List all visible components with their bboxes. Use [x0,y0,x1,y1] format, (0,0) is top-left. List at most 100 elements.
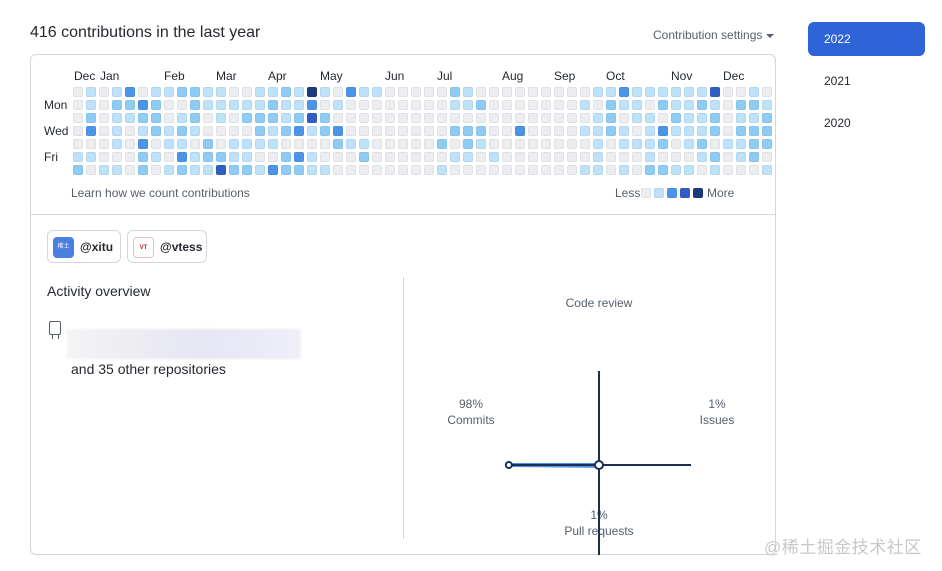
contribution-day[interactable] [658,152,668,162]
contribution-day[interactable] [437,87,447,97]
contribution-day[interactable] [645,139,655,149]
contribution-day[interactable] [697,100,707,110]
contribution-day[interactable] [489,87,499,97]
contribution-day[interactable] [86,100,96,110]
contribution-day[interactable] [476,152,486,162]
contribution-day[interactable] [385,87,395,97]
contribution-day[interactable] [528,113,538,123]
contribution-day[interactable] [320,113,330,123]
contribution-day[interactable] [203,126,213,136]
contribution-day[interactable] [398,139,408,149]
contribution-settings-dropdown[interactable]: Contribution settings [653,28,775,42]
contribution-day[interactable] [385,139,395,149]
contribution-day[interactable] [411,152,421,162]
contribution-day[interactable] [567,165,577,175]
contribution-day[interactable] [294,126,304,136]
contribution-day[interactable] [684,139,694,149]
contribution-day[interactable] [697,113,707,123]
contribution-day[interactable] [684,126,694,136]
contribution-day[interactable] [216,139,226,149]
contribution-day[interactable] [606,87,616,97]
contribution-day[interactable] [346,126,356,136]
contribution-day[interactable] [294,87,304,97]
contribution-day[interactable] [385,126,395,136]
contribution-day[interactable] [697,126,707,136]
contribution-day[interactable] [138,113,148,123]
contribution-day[interactable] [541,113,551,123]
contribution-day[interactable] [736,100,746,110]
contribution-day[interactable] [463,165,473,175]
contribution-day[interactable] [424,152,434,162]
contribution-day[interactable] [307,100,317,110]
contribution-day[interactable] [502,100,512,110]
contribution-day[interactable] [333,113,343,123]
contribution-day[interactable] [658,139,668,149]
contribution-day[interactable] [632,87,642,97]
contribution-day[interactable] [359,139,369,149]
contribution-day[interactable] [294,165,304,175]
contribution-day[interactable] [463,113,473,123]
contribution-day[interactable] [554,165,564,175]
contribution-day[interactable] [86,113,96,123]
contribution-day[interactable] [151,113,161,123]
contribution-day[interactable] [593,126,603,136]
contribution-day[interactable] [255,139,265,149]
contribution-day[interactable] [333,126,343,136]
contribution-day[interactable] [73,152,83,162]
contribution-day[interactable] [138,152,148,162]
contribution-day[interactable] [424,100,434,110]
contribution-day[interactable] [359,100,369,110]
contribution-day[interactable] [658,100,668,110]
contribution-day[interactable] [619,165,629,175]
contribution-day[interactable] [333,139,343,149]
other-repositories-link[interactable]: and 35 other repositories [71,361,226,377]
contribution-day[interactable] [216,126,226,136]
contribution-day[interactable] [671,100,681,110]
contribution-day[interactable] [606,100,616,110]
contribution-day[interactable] [86,139,96,149]
contribution-day[interactable] [723,139,733,149]
contribution-day[interactable] [73,139,83,149]
contribution-day[interactable] [255,152,265,162]
contribution-day[interactable] [580,165,590,175]
contribution-day[interactable] [762,126,772,136]
contribution-day[interactable] [346,87,356,97]
contribution-day[interactable] [268,139,278,149]
contribution-day[interactable] [710,113,720,123]
contribution-day[interactable] [619,100,629,110]
contribution-day[interactable] [203,139,213,149]
contribution-day[interactable] [164,152,174,162]
contribution-day[interactable] [372,100,382,110]
contribution-day[interactable] [424,139,434,149]
contribution-day[interactable] [151,87,161,97]
contribution-day[interactable] [151,139,161,149]
contribution-day[interactable] [307,113,317,123]
contribution-day[interactable] [424,126,434,136]
contribution-day[interactable] [372,126,382,136]
contribution-day[interactable] [723,113,733,123]
contribution-day[interactable] [632,139,642,149]
contribution-day[interactable] [138,87,148,97]
contribution-day[interactable] [710,100,720,110]
contribution-day[interactable] [125,126,135,136]
contribution-day[interactable] [580,100,590,110]
contribution-day[interactable] [125,113,135,123]
contribution-day[interactable] [216,113,226,123]
contribution-day[interactable] [593,152,603,162]
contribution-day[interactable] [515,139,525,149]
contribution-day[interactable] [632,152,642,162]
contribution-day[interactable] [255,87,265,97]
contribution-day[interactable] [541,139,551,149]
contribution-day[interactable] [450,126,460,136]
contribution-day[interactable] [203,113,213,123]
contribution-day[interactable] [515,165,525,175]
contribution-day[interactable] [320,165,330,175]
contribution-day[interactable] [151,152,161,162]
contribution-day[interactable] [125,139,135,149]
contribution-day[interactable] [307,152,317,162]
contribution-day[interactable] [112,113,122,123]
contribution-day[interactable] [385,100,395,110]
contribution-day[interactable] [528,152,538,162]
contribution-day[interactable] [736,126,746,136]
contribution-day[interactable] [567,113,577,123]
